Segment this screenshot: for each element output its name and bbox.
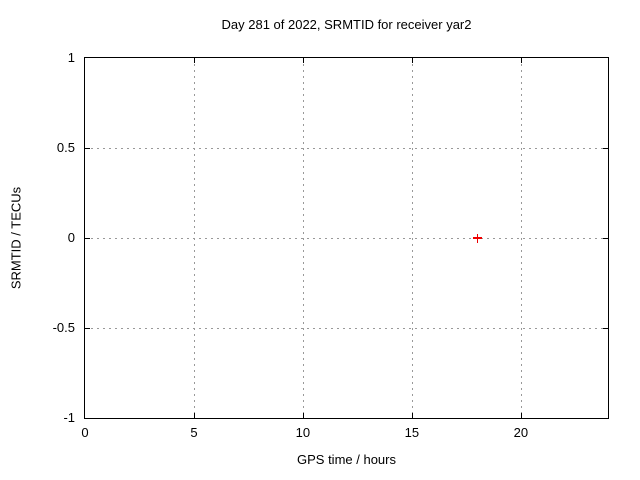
x-tick-mark — [193, 413, 195, 418]
y-tick-mark — [85, 148, 90, 149]
x-tick-mark — [193, 58, 195, 63]
x-tick-label: 5 — [190, 425, 198, 440]
y-tick-mark — [603, 238, 608, 239]
x-tick-label: 20 — [513, 425, 529, 440]
marker-bar — [476, 233, 478, 243]
chart-title: Day 281 of 2022, SRMTID for receiver yar… — [221, 17, 472, 32]
x-tick-mark — [302, 413, 304, 418]
y-tick-label: 0 — [67, 230, 75, 245]
x-tick-label: 10 — [295, 425, 311, 440]
y-tick-label: -0.5 — [52, 320, 75, 335]
x-tick-label: 0 — [81, 425, 89, 440]
y-tick-mark — [85, 238, 90, 239]
h-gridline — [85, 328, 608, 329]
y-axis-label: SRMTID / TECUs — [8, 186, 24, 290]
x-tick-label: 15 — [404, 425, 420, 440]
x-tick-mark — [411, 413, 413, 418]
h-gridline — [85, 238, 608, 239]
y-tick-label: 0.5 — [56, 140, 75, 155]
y-tick-mark — [603, 148, 608, 149]
x-axis-label: GPS time / hours — [297, 452, 396, 467]
y-tick-label: -1 — [63, 410, 75, 425]
x-tick-mark — [520, 58, 522, 63]
y-tick-mark — [85, 328, 90, 329]
y-tick-label: 1 — [67, 50, 75, 65]
data-point-marker — [472, 233, 482, 243]
x-tick-mark — [411, 58, 413, 63]
x-tick-mark — [520, 413, 522, 418]
plot-area: 0 5 10 15 20 -1 -0.5 0 0.5 1 — [53, 50, 609, 440]
y-tick-mark — [603, 328, 608, 329]
h-gridline — [85, 148, 608, 149]
x-tick-mark — [302, 58, 304, 63]
